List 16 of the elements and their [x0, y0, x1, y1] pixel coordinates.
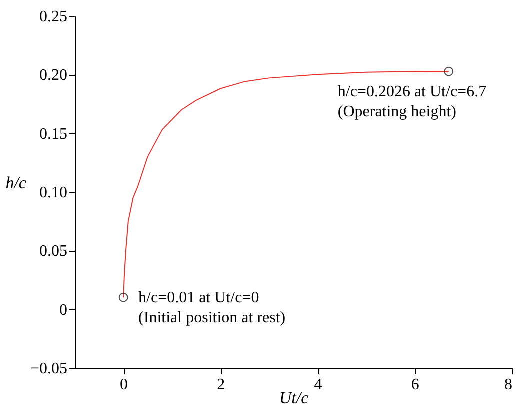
x-tick-label: 4 [314, 376, 322, 394]
x-tick-label: 0 [120, 376, 128, 394]
x-tick-label: 2 [217, 376, 226, 394]
y-tick-label: −0.05 [30, 360, 68, 378]
y-tick-label: 0.20 [40, 67, 68, 84]
x-tick-label: 6 [411, 376, 420, 394]
x-tick-label: 8 [504, 376, 512, 394]
y-tick-label: 0 [60, 302, 68, 319]
y-tick-label: 0.10 [40, 184, 68, 202]
annotation: h/c=0.2026 at Ut/c=6.7 (Operating height) [338, 84, 487, 121]
annotation: h/c=0.01 at Ut/c=0 (Initial position at rest) [138, 290, 286, 327]
y-tick-label: 0.15 [40, 126, 68, 143]
x-axis-title: Ut/c [279, 388, 310, 408]
y-tick-label: 0.05 [40, 243, 68, 260]
y-axis-title: h/c [6, 174, 27, 192]
y-tick-label: 0.25 [40, 8, 68, 26]
